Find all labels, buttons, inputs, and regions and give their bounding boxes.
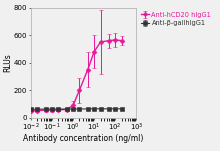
Y-axis label: RLUs: RLUs	[4, 53, 13, 72]
Legend: Anti-hCD20 hIgG1, Anti-β-galIhIgG1: Anti-hCD20 hIgG1, Anti-β-galIhIgG1	[141, 11, 212, 27]
X-axis label: Antibody concentration (ng/ml): Antibody concentration (ng/ml)	[23, 134, 144, 143]
